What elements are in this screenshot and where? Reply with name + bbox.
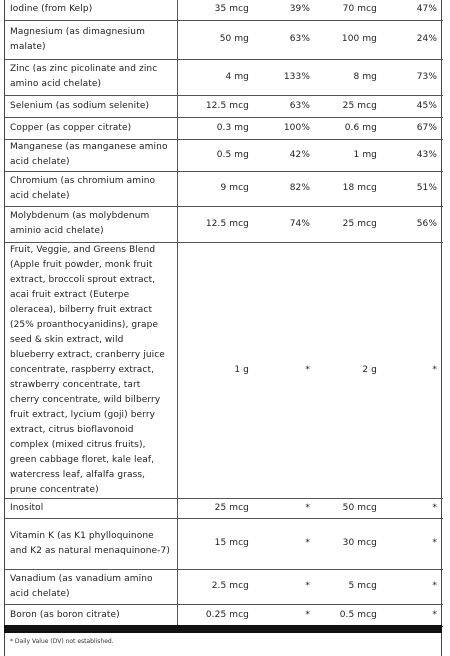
daily-value-per-serving: 63% <box>253 95 315 118</box>
daily-value-per-serving: * <box>253 242 315 499</box>
amount-per-two-servings: 1 mg <box>315 139 385 172</box>
nutrient-name: Boron (as boron citrate) <box>5 604 178 627</box>
daily-value-footnote: * Daily Value (DV) not established. <box>10 638 114 645</box>
daily-value-per-serving: 100% <box>253 117 315 140</box>
amount-per-serving: 12.5 mcg <box>177 95 253 118</box>
daily-value-per-two-servings: * <box>385 242 443 499</box>
nutrient-name: Copper (as copper citrate) <box>5 117 178 140</box>
daily-value-per-serving: 42% <box>253 139 315 172</box>
amount-per-serving: 1 g <box>177 242 253 499</box>
amount-per-serving: 35 mcg <box>177 0 253 21</box>
amount-per-serving: 4 mg <box>177 59 253 96</box>
daily-value-per-two-servings: 24% <box>385 20 443 60</box>
daily-value-per-two-servings: * <box>385 604 443 627</box>
table-row: Boron (as boron citrate) 0.25 mcg * 0.5 … <box>5 604 443 627</box>
amount-per-two-servings: 50 mcg <box>315 498 385 519</box>
daily-value-per-serving: 133% <box>253 59 315 96</box>
amount-per-serving: 9 mcg <box>177 171 253 207</box>
amount-per-two-servings: 70 mcg <box>315 0 385 21</box>
nutrient-name: Molybdenum (as molybdenum aminio acid ch… <box>5 206 178 243</box>
daily-value-per-serving: * <box>253 498 315 519</box>
panel-bottom-rule <box>4 625 442 633</box>
daily-value-per-two-servings: 45% <box>385 95 443 118</box>
nutrient-name: Vitamin K (as K1 phylloquinone and K2 as… <box>5 518 178 570</box>
amount-per-serving: 0.3 mg <box>177 117 253 140</box>
amount-per-serving: 0.5 mg <box>177 139 253 172</box>
table-row: Fruit, Veggie, and Greens Blend (Apple f… <box>5 242 443 499</box>
table-row: Chromium (as chromium amino acid chelate… <box>5 171 443 207</box>
table-row: Selenium (as sodium selenite) 12.5 mcg 6… <box>5 95 443 118</box>
daily-value-per-serving: 63% <box>253 20 315 60</box>
amount-per-two-servings: 25 mcg <box>315 206 385 243</box>
daily-value-per-two-servings: 51% <box>385 171 443 207</box>
amount-per-two-servings: 100 mg <box>315 20 385 60</box>
daily-value-per-two-servings: 43% <box>385 139 443 172</box>
daily-value-per-two-servings: 73% <box>385 59 443 96</box>
daily-value-per-serving: 74% <box>253 206 315 243</box>
table-row: Copper (as copper citrate) 0.3 mg 100% 0… <box>5 117 443 140</box>
nutrient-name: Selenium (as sodium selenite) <box>5 95 178 118</box>
nutrient-name: Magnesium (as dimagnesium malate) <box>5 20 178 60</box>
supplement-facts-panel: Iodine (from Kelp) 35 mcg 39% 70 mcg 47%… <box>4 0 443 656</box>
nutrient-name: Iodine (from Kelp) <box>5 0 178 21</box>
nutrient-name: Manganese (as manganese amino acid chela… <box>5 139 178 172</box>
daily-value-per-serving: * <box>253 569 315 605</box>
table-row: Magnesium (as dimagnesium malate) 50 mg … <box>5 20 443 60</box>
amount-per-two-servings: 18 mcg <box>315 171 385 207</box>
amount-per-serving: 50 mg <box>177 20 253 60</box>
table-row: Vanadium (as vanadium amino acid chelate… <box>5 569 443 605</box>
daily-value-per-two-servings: * <box>385 518 443 570</box>
amount-per-two-servings: 5 mcg <box>315 569 385 605</box>
amount-per-two-servings: 2 g <box>315 242 385 499</box>
nutrient-name: Zinc (as zinc picolinate and zinc amino … <box>5 59 178 96</box>
daily-value-per-two-servings: 47% <box>385 0 443 21</box>
amount-per-two-servings: 25 mcg <box>315 95 385 118</box>
table-row: Molybdenum (as molybdenum aminio acid ch… <box>5 206 443 243</box>
amount-per-serving: 15 mcg <box>177 518 253 570</box>
table-row: Iodine (from Kelp) 35 mcg 39% 70 mcg 47% <box>5 0 443 21</box>
amount-per-two-servings: 30 mcg <box>315 518 385 570</box>
nutrient-name: Fruit, Veggie, and Greens Blend (Apple f… <box>5 242 178 499</box>
amount-per-two-servings: 8 mg <box>315 59 385 96</box>
nutrient-name: Vanadium (as vanadium amino acid chelate… <box>5 569 178 605</box>
table-row: Inositol 25 mcg * 50 mcg * <box>5 498 443 519</box>
amount-per-two-servings: 0.5 mcg <box>315 604 385 627</box>
nutrient-table: Iodine (from Kelp) 35 mcg 39% 70 mcg 47%… <box>5 0 443 627</box>
amount-per-two-servings: 0.6 mg <box>315 117 385 140</box>
daily-value-per-serving: * <box>253 604 315 627</box>
daily-value-per-serving: * <box>253 518 315 570</box>
daily-value-per-two-servings: * <box>385 569 443 605</box>
nutrient-name: Chromium (as chromium amino acid chelate… <box>5 171 178 207</box>
daily-value-per-serving: 39% <box>253 0 315 21</box>
amount-per-serving: 2.5 mcg <box>177 569 253 605</box>
table-row: Manganese (as manganese amino acid chela… <box>5 139 443 172</box>
amount-per-serving: 25 mcg <box>177 498 253 519</box>
daily-value-per-two-servings: 56% <box>385 206 443 243</box>
daily-value-per-two-servings: 67% <box>385 117 443 140</box>
amount-per-serving: 0.25 mcg <box>177 604 253 627</box>
nutrient-name: Inositol <box>5 498 178 519</box>
table-row: Zinc (as zinc picolinate and zinc amino … <box>5 59 443 96</box>
daily-value-per-serving: 82% <box>253 171 315 207</box>
table-row: Vitamin K (as K1 phylloquinone and K2 as… <box>5 518 443 570</box>
amount-per-serving: 12.5 mcg <box>177 206 253 243</box>
daily-value-per-two-servings: * <box>385 498 443 519</box>
